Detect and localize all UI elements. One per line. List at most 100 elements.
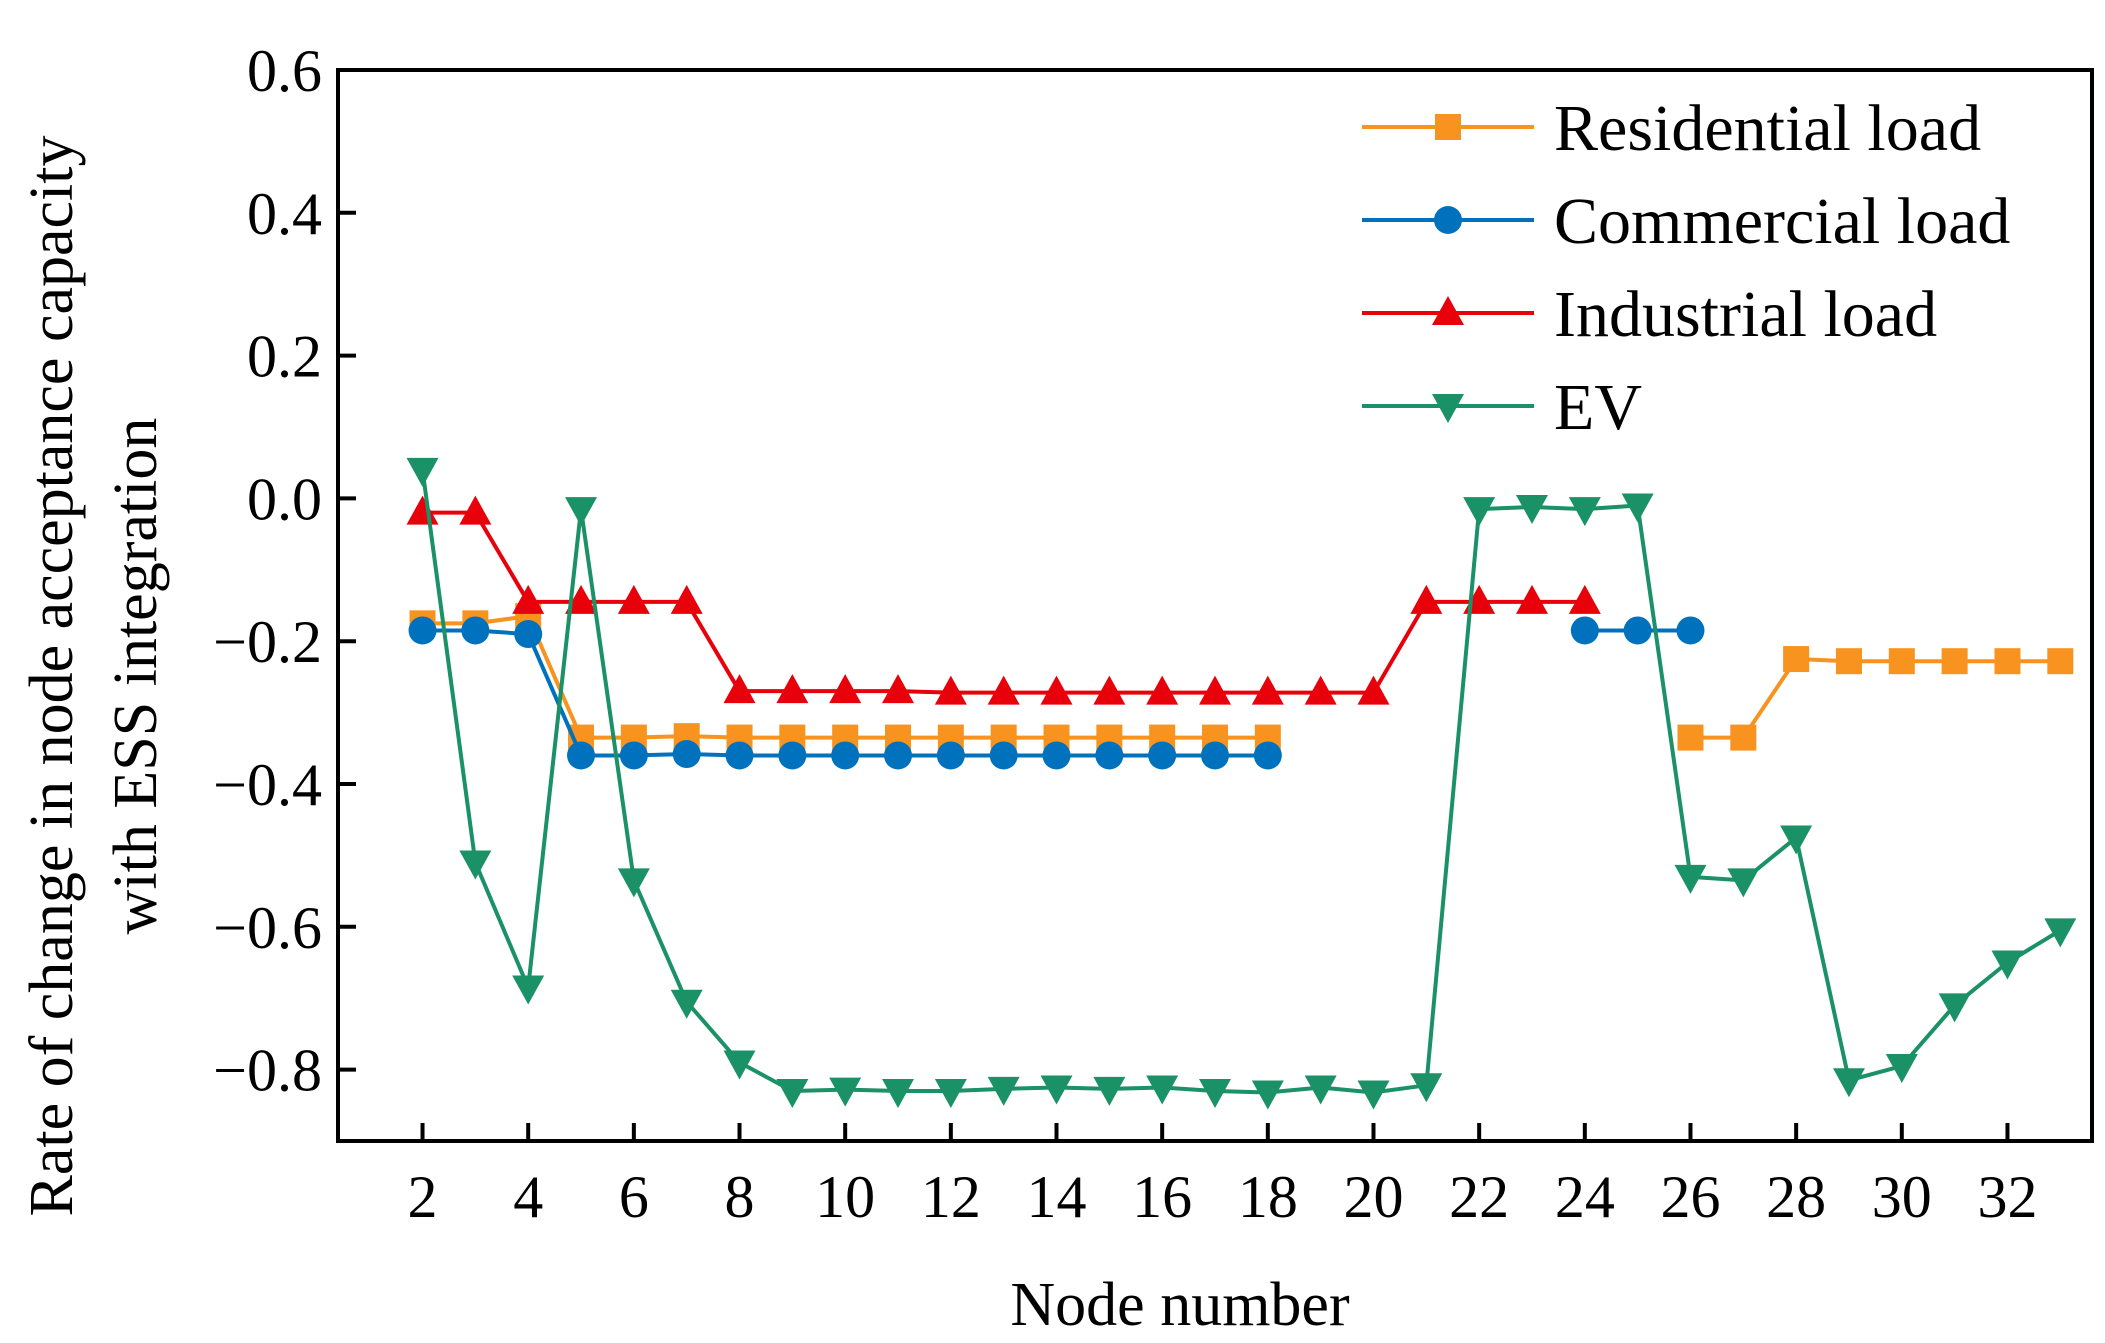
data-point-ev [1463, 497, 1496, 527]
data-point-residential-load [1941, 648, 1968, 675]
data-point-industrial-load [1146, 675, 1179, 705]
data-point-industrial-load [670, 584, 703, 614]
x-axis-ticks: 2 4 6 8 10 12 14 16 18 20 22 24 26 28 30 32 [408, 1123, 2037, 1230]
legend-marker [1434, 206, 1462, 234]
data-point-ev [1991, 950, 2024, 980]
data-point-commercial-load [672, 740, 701, 769]
legend-label: Commercial load [1554, 185, 2010, 258]
data-point-residential-load [1730, 724, 1757, 751]
x-tick-label: 14 [1027, 1164, 1087, 1230]
data-point-commercial-load [1623, 616, 1652, 645]
data-point-ev [1304, 1075, 1337, 1105]
data-point-ev [670, 989, 703, 1019]
data-point-residential-load [1888, 648, 1915, 675]
x-tick-label: 8 [725, 1164, 755, 1230]
x-tick-label: 32 [1977, 1164, 2037, 1230]
data-point-ev [829, 1077, 862, 1107]
x-tick-label: 30 [1872, 1164, 1932, 1230]
y-tick-label: −0.4 [213, 752, 322, 818]
data-point-ev [776, 1079, 809, 1109]
data-point-commercial-load [1148, 741, 1177, 770]
data-point-ev [1410, 1073, 1443, 1103]
legend-marker [1432, 394, 1464, 423]
series-layer [406, 457, 2077, 1110]
x-tick-label: 20 [1343, 1164, 1403, 1230]
data-point-industrial-load [1304, 675, 1337, 705]
data-point-commercial-load [1095, 741, 1124, 770]
data-point-commercial-load [936, 741, 965, 770]
x-tick-label: 6 [619, 1164, 649, 1230]
x-tick-label: 24 [1555, 1164, 1615, 1230]
data-point-commercial-load [514, 620, 543, 649]
data-point-ev [987, 1076, 1020, 1106]
data-point-industrial-load [1568, 584, 1601, 614]
y-tick-label: 0.0 [247, 466, 322, 532]
legend-marker [1435, 114, 1461, 140]
data-point-industrial-load [1357, 675, 1390, 705]
data-point-industrial-load [1515, 584, 1548, 614]
data-point-industrial-load [987, 675, 1020, 705]
y-tick-label: −0.8 [213, 1038, 322, 1104]
data-point-ev [1040, 1075, 1073, 1105]
legend: Residential load Commercial load Industria… [1362, 92, 2010, 444]
x-tick-label: 22 [1449, 1164, 1509, 1230]
data-point-ev [459, 850, 492, 880]
data-point-industrial-load [565, 584, 598, 614]
data-point-residential-load [1994, 648, 2021, 675]
y-tick-label: 0.2 [247, 324, 322, 390]
data-point-commercial-load [989, 741, 1018, 770]
data-point-industrial-load [1040, 675, 1073, 705]
data-point-ev [1146, 1075, 1179, 1105]
data-point-industrial-load [1093, 675, 1126, 705]
x-tick-label: 26 [1660, 1164, 1720, 1230]
data-point-industrial-load [776, 674, 809, 704]
y-axis-ticks: 0.6 0.4 0.2 0.0 −0.2 −0.4 −0.6 −0.8 [213, 38, 356, 1104]
data-point-commercial-load [1201, 741, 1229, 770]
x-tick-label: 4 [513, 1164, 543, 1230]
data-point-ev [1515, 494, 1548, 524]
data-point-industrial-load [1410, 584, 1443, 614]
data-point-commercial-load [725, 741, 754, 770]
data-point-industrial-load [459, 495, 492, 525]
data-point-ev [565, 497, 598, 527]
data-point-commercial-load [567, 741, 596, 770]
x-tick-label: 2 [408, 1164, 438, 1230]
data-point-ev [1832, 1068, 1865, 1098]
data-point-ev [1199, 1079, 1231, 1109]
data-point-ev [512, 975, 545, 1005]
series-ev [406, 457, 2077, 1110]
x-tick-label: 12 [921, 1164, 981, 1230]
y-axis-label-line-1: Rate of change in node acceptance capaci… [18, 136, 86, 1217]
data-point-industrial-load [1199, 675, 1231, 705]
data-point-ev [1251, 1080, 1284, 1110]
data-point-ev [2044, 918, 2077, 948]
data-point-commercial-load [1253, 741, 1282, 770]
data-point-ev [1357, 1080, 1390, 1110]
data-point-commercial-load [778, 741, 807, 770]
data-point-commercial-load [1676, 616, 1705, 645]
data-point-ev [406, 457, 439, 487]
data-point-industrial-load [512, 584, 545, 614]
x-tick-label: 16 [1132, 1164, 1192, 1230]
legend-item-residential-load: Residential load [1362, 92, 1981, 165]
data-point-industrial-load [617, 584, 650, 614]
legend-marker [1432, 296, 1464, 325]
legend-item-ev: EV [1362, 371, 1642, 444]
axes: 0.60.40.20.0−0.2−0.4−0.6−0.8 2 4 6 8 10 12 14 1… [213, 38, 2037, 1230]
data-point-commercial-load [831, 741, 860, 770]
legend-label: Industrial load [1554, 278, 1937, 351]
data-point-residential-load [1677, 724, 1704, 751]
data-point-ev [617, 868, 650, 898]
series-line-ev [420, 469, 2062, 1095]
data-point-ev [1727, 868, 1760, 898]
data-point-ev [1780, 825, 1813, 855]
legend-item-commercial-load: Commercial load [1362, 185, 2010, 258]
data-point-commercial-load [461, 616, 490, 645]
y-axis-label: Rate of change in node acceptance capaci… [18, 136, 170, 1217]
x-tick-label: 18 [1238, 1164, 1298, 1230]
y-axis-label-line-2: with ESS integration [102, 418, 170, 935]
data-point-ev [1093, 1076, 1126, 1106]
data-point-ev [1938, 993, 1971, 1023]
data-point-residential-load [1783, 646, 1810, 673]
